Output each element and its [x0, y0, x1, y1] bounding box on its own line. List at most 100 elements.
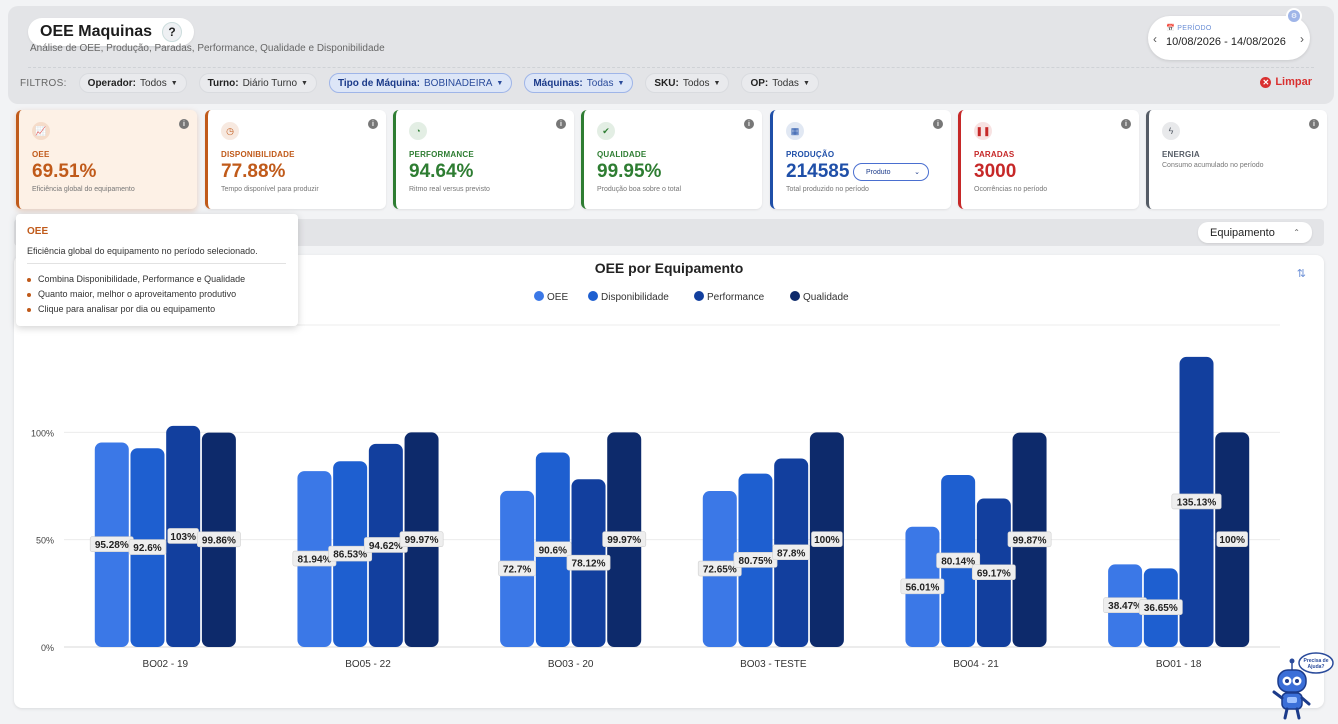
kpi-card-disponibilidade[interactable]: ◷ i DISPONIBILIDADE 77.88% Tempo disponí… [205, 110, 386, 209]
sort-icon[interactable]: ⇅ [1296, 268, 1306, 280]
kpi-label: DISPONIBILIDADE [221, 150, 295, 159]
help-assistant[interactable]: Precisa de Ajuda? [1266, 652, 1334, 722]
clear-filters-button[interactable]: ✕ Limpar [1260, 76, 1312, 88]
data-label: 99.97% [405, 535, 439, 546]
period-selector[interactable]: ‹ 📅 PERÍODO 10/08/2026 - 14/08/2026 › ⚙ [1148, 8, 1310, 60]
data-label: 90.6% [539, 545, 567, 556]
kpi-value: 77.88% [221, 161, 286, 182]
clock-icon: ◷ [221, 122, 239, 140]
filter-chip[interactable]: OP: Todas ▼ [741, 73, 819, 93]
data-label-box [1216, 531, 1248, 547]
chevron-down-icon: ⌄ [914, 169, 920, 176]
data-label: 72.7% [503, 564, 531, 575]
chart-icon: 📈 [32, 122, 50, 140]
kpi-card-qualidade[interactable]: ✔ i QUALIDADE 99.95% Produção boa sobre … [581, 110, 762, 209]
data-label-box [399, 531, 444, 547]
x-tick-label: BO01 - 18 [1156, 659, 1202, 670]
data-label: 72.65% [703, 565, 737, 576]
data-label: 38.47% [1108, 601, 1142, 612]
data-label: 86.53% [333, 550, 367, 561]
data-label-box [128, 539, 167, 555]
chevron-up-icon: ⌃ [1293, 228, 1300, 237]
clear-label: Limpar [1275, 76, 1312, 88]
kpi-card-oee[interactable]: 📈 i OEE 69.51% Eficiência global do equi… [16, 110, 197, 209]
tooltip-bullet-text: Quanto maior, melhor o aproveitamento pr… [38, 289, 237, 299]
period-value: 10/08/2026 - 14/08/2026 [1166, 36, 1286, 48]
header-divider [28, 67, 1314, 68]
kpi-description: Eficiência global do equipamento [32, 186, 135, 193]
caret-down-icon: ▼ [802, 79, 810, 87]
info-icon[interactable]: i [556, 119, 566, 129]
caret-down-icon: ▼ [496, 79, 504, 87]
data-label: 69.17% [977, 568, 1011, 579]
group-by-select[interactable]: Equipamento ⌃ [1198, 222, 1312, 243]
group-by-value: Equipamento [1210, 226, 1275, 239]
kpi-label: PRODUÇÃO [786, 150, 835, 159]
legend-marker [534, 291, 544, 301]
filter-chip[interactable]: Tipo de Máquina: BOBINADEIRA ▼ [328, 73, 513, 93]
chevron-left-icon[interactable]: ‹ [1153, 32, 1157, 46]
info-icon[interactable]: i [179, 119, 189, 129]
kpi-label: ENERGIA [1162, 150, 1200, 159]
data-label-box [602, 531, 647, 547]
info-icon[interactable]: i [368, 119, 378, 129]
data-label: 92.6% [133, 543, 161, 554]
data-label: 99.87% [1013, 535, 1047, 546]
data-label: 94.62% [369, 541, 403, 552]
bolt-icon: ϟ [1162, 122, 1180, 140]
info-icon[interactable]: i [933, 119, 943, 129]
svg-text:Ajuda?: Ajuda? [1308, 664, 1325, 670]
production-unit-select[interactable]: Produto ⌄ [853, 163, 929, 181]
info-icon[interactable]: i [1121, 119, 1131, 129]
kpi-label: PARADAS [974, 150, 1015, 159]
bullet-dot [27, 277, 31, 282]
tooltip-divider [27, 263, 286, 264]
kpi-card-performance[interactable]: ◔ i PERFORMANCE 94.64% Ritmo real versus… [393, 110, 574, 209]
info-icon[interactable]: i [1309, 119, 1319, 129]
x-tick-label: BO03 - 20 [548, 659, 594, 670]
filter-chip[interactable]: Operador: Todos ▼ [78, 73, 187, 93]
period-label-text: PERÍODO [1177, 25, 1212, 32]
kpi-value: 99.95% [597, 161, 662, 182]
legend-marker [588, 291, 598, 301]
kpi-card-produção[interactable]: ▦ i PRODUÇÃO 214585 Total produzido no p… [770, 110, 951, 209]
caret-down-icon: ▼ [170, 79, 178, 87]
period-settings-icon[interactable]: ⚙ [1286, 8, 1302, 24]
data-label: 36.65% [1144, 603, 1178, 614]
data-label-box [534, 541, 572, 558]
data-label: 80.14% [941, 556, 975, 567]
filter-chip[interactable]: Máquinas: Todas ▼ [524, 73, 634, 93]
bullet-dot [27, 307, 31, 312]
data-label: 81.94% [297, 555, 331, 566]
chart-card: OEE por Equipamento OEE Disponibilidade Per… [14, 255, 1324, 708]
data-label-box [328, 545, 373, 562]
bullet-dot [27, 292, 31, 297]
filter-value: Todas [772, 77, 799, 89]
info-icon[interactable]: i [744, 119, 754, 129]
data-label-box [1171, 493, 1222, 510]
data-label-box [936, 552, 981, 569]
kpi-card-paradas[interactable]: ❚❚ i PARADAS 3000 Ocorrências no período [958, 110, 1139, 209]
chevron-right-icon[interactable]: › [1300, 32, 1304, 46]
clear-icon: ✕ [1260, 76, 1272, 88]
kpi-card-energia[interactable]: ϟ i ENERGIA Consumo acumulado no período [1146, 110, 1327, 209]
caret-down-icon: ▼ [713, 79, 721, 87]
filter-chip[interactable]: SKU: Todos ▼ [645, 73, 730, 93]
filter-value: Todos [140, 77, 167, 89]
tooltip-bullet-text: Combina Disponibilidade, Performance e Q… [38, 274, 246, 284]
kpi-label: PERFORMANCE [409, 150, 474, 159]
tooltip-desc: Eficiência global do equipamento no perí… [27, 246, 258, 256]
filter-key: Turno: [207, 77, 239, 89]
help-button[interactable]: ? [162, 22, 183, 42]
data-label: 100% [814, 535, 840, 546]
filter-key: Operador: [87, 77, 137, 89]
data-label-box [772, 544, 810, 561]
filter-chip[interactable]: Turno: Diário Turno ▼ [198, 73, 317, 93]
legend-label: Disponibilidade [601, 292, 669, 303]
caret-down-icon: ▼ [301, 79, 308, 87]
kpi-value: 3000 [974, 161, 1017, 182]
tooltip-title: OEE [27, 226, 49, 237]
data-label: 99.86% [202, 535, 236, 546]
data-label-box [811, 531, 843, 547]
data-label: 100% [1219, 535, 1245, 546]
